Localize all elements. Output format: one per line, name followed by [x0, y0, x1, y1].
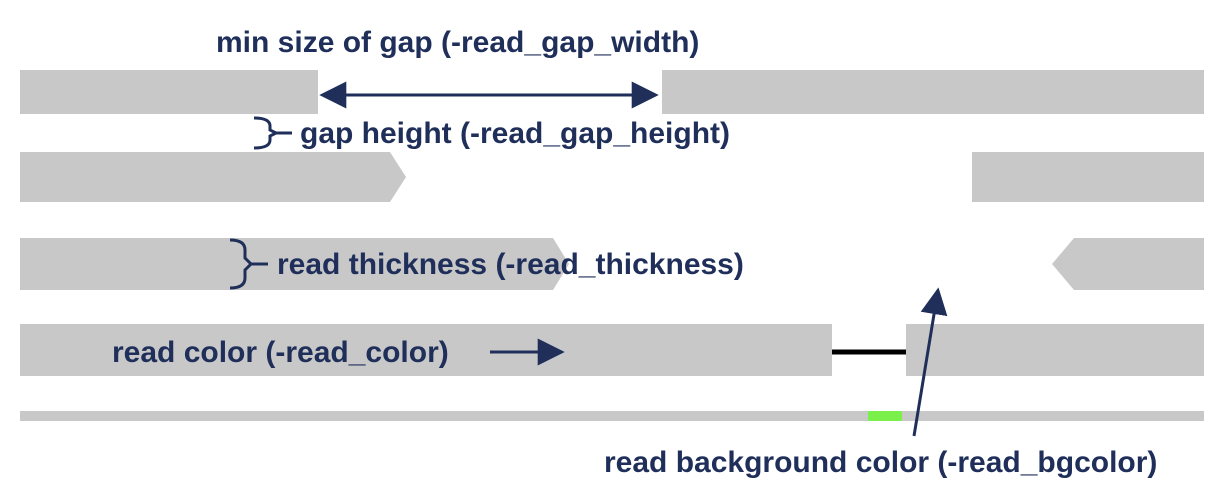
mismatch-highlight	[868, 411, 902, 421]
read-row1-right	[662, 70, 1204, 114]
thickness-label: read thickness (-read_thickness)	[277, 248, 744, 281]
read-row2-left	[20, 152, 406, 202]
read-row4-right	[906, 324, 1204, 376]
gap-height-brace	[253, 116, 280, 150]
bgcolor-arrow	[912, 287, 948, 437]
read-row1-left	[20, 70, 318, 114]
read-color-label: read color (-read_color)	[112, 336, 449, 369]
read-row3-right	[1052, 238, 1204, 290]
read-row3-left	[20, 238, 569, 290]
bgcolor-label: read background color (-read_bgcolor)	[604, 446, 1157, 479]
read-row4-left	[20, 324, 832, 376]
read-row5-thin	[20, 411, 1204, 421]
gap-height-label: gap height (-read_gap_height)	[300, 117, 730, 150]
gap-width-label: min size of gap (-read_gap_width)	[216, 26, 699, 59]
read-row2-right	[972, 152, 1204, 202]
